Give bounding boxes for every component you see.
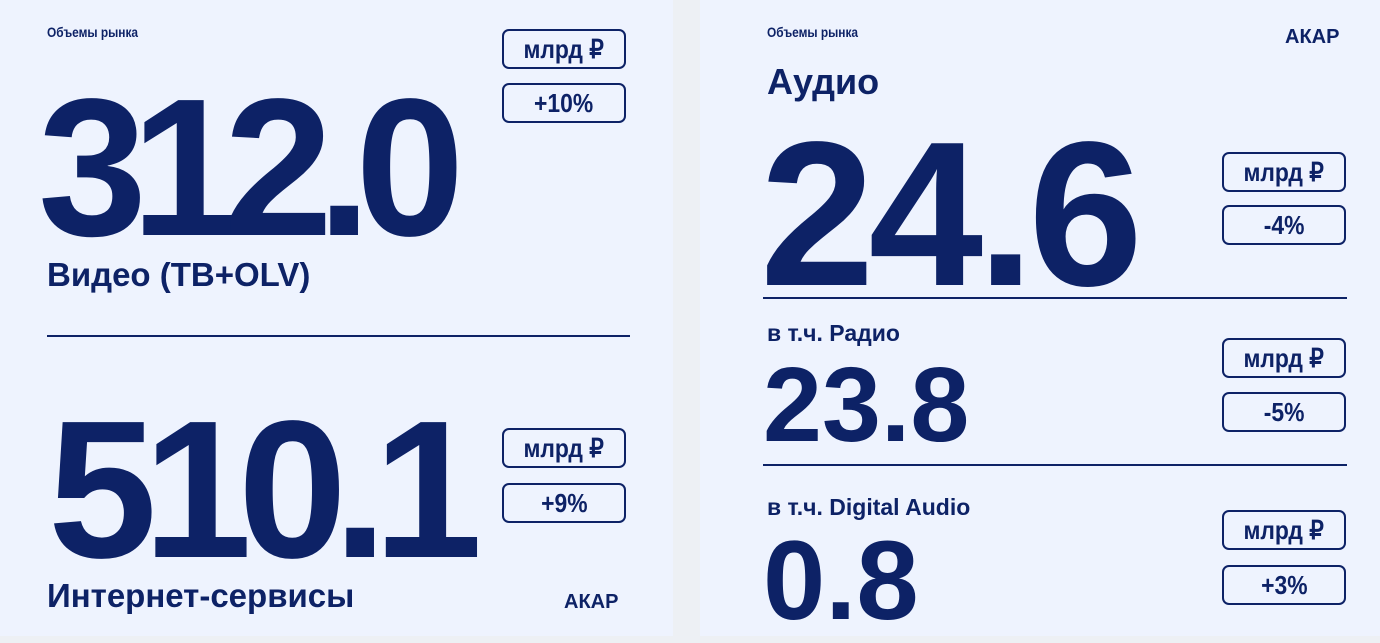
digital-audio-label: в т.ч. Digital Audio xyxy=(767,494,971,520)
unit-badge: млрд ₽ xyxy=(502,29,626,69)
video-label: Видео (ТВ+OLV) xyxy=(47,256,311,293)
video-value: 312.0 xyxy=(38,58,465,277)
kicker: Объемы рынка xyxy=(47,24,139,40)
change-badge: +9% xyxy=(502,483,626,523)
right-panel: Объемы рынка АКАР Аудио 24.6 млрд ₽ -4% … xyxy=(700,0,1380,643)
radio-value: 23.8 xyxy=(763,346,970,464)
unit-badge: млрд ₽ xyxy=(1222,510,1346,550)
radio-label: в т.ч. Радио xyxy=(767,320,900,346)
change-badge: +3% xyxy=(1222,565,1346,605)
change-badge: -5% xyxy=(1222,392,1346,432)
left-panel: Объемы рынка 312.0 млрд ₽ +10% Видео (ТВ… xyxy=(0,0,673,636)
unit-badge: млрд ₽ xyxy=(1222,152,1346,192)
divider xyxy=(763,297,1347,299)
audio-value: 24.6 xyxy=(760,99,1143,329)
akar-logo: АКАР xyxy=(564,591,619,613)
unit-badge: млрд ₽ xyxy=(1222,338,1346,378)
divider xyxy=(763,464,1347,466)
unit-badge: млрд ₽ xyxy=(502,428,626,468)
kicker: Объемы рынка xyxy=(767,24,859,40)
internet-value: 510.1 xyxy=(48,380,483,599)
change-badge: -4% xyxy=(1222,205,1346,245)
digital-audio-value: 0.8 xyxy=(763,518,919,643)
change-badge: +10% xyxy=(502,83,626,123)
audio-label: Аудио xyxy=(767,61,880,102)
divider xyxy=(47,335,630,337)
akar-logo: АКАР xyxy=(1285,26,1340,48)
internet-label: Интернет-сервисы xyxy=(47,577,355,614)
